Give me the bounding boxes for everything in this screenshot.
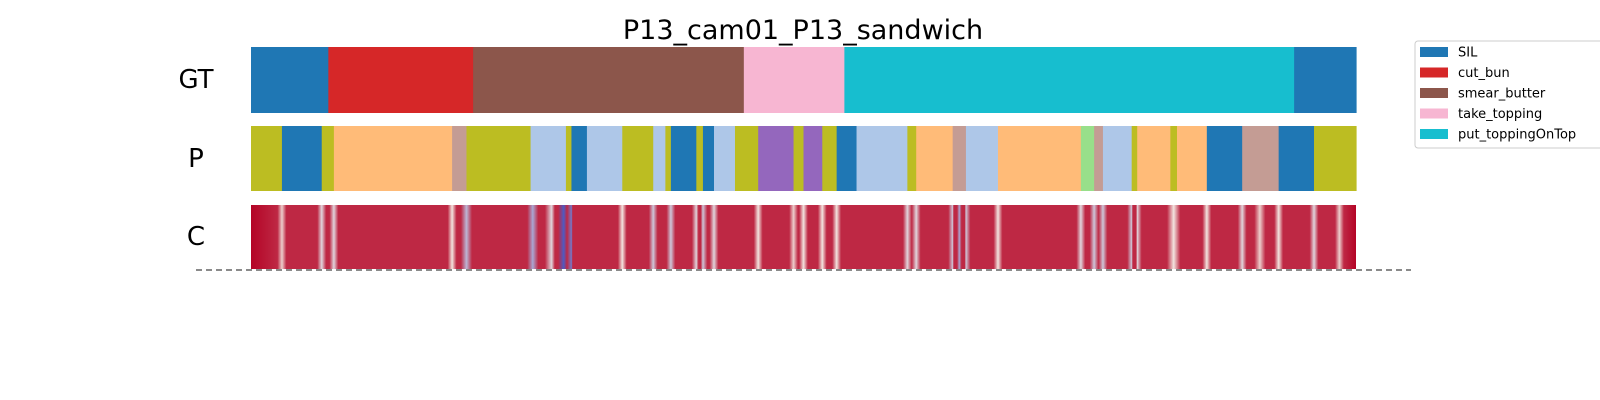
pred-segment-39 <box>1314 126 1357 191</box>
legend-label-4: put_toppingOnTop <box>1458 128 1576 143</box>
pred-segment-35 <box>1176 126 1208 191</box>
row-label-p: P <box>188 144 204 174</box>
legend-label-0: SIL <box>1458 46 1478 61</box>
pred-segment-13 <box>670 126 697 191</box>
pred-segment-0 <box>251 126 283 191</box>
legend-label-1: cut_bun <box>1458 66 1510 81</box>
pred-segment-8 <box>571 126 588 191</box>
legend-label-2: smear_butter <box>1458 87 1546 102</box>
pred-segment-17 <box>734 126 759 191</box>
gt-segment-1 <box>328 47 474 113</box>
pred-segment-19 <box>793 126 805 191</box>
pred-segment-5 <box>466 126 532 191</box>
legend-swatch-4 <box>1420 129 1448 139</box>
pred-segment-16 <box>714 126 736 191</box>
pred-segment-21 <box>822 126 838 191</box>
pred-segment-29 <box>1080 126 1095 191</box>
pred-segment-12 <box>665 126 672 191</box>
pred-segment-25 <box>916 126 954 191</box>
pred-segment-14 <box>696 126 704 191</box>
legend: SIL cut_bun smear_butter take_topping put_to… <box>1414 40 1600 149</box>
pred-segment-24 <box>907 126 917 191</box>
gt-segment-2 <box>473 47 745 113</box>
pred-segment-1 <box>281 126 323 191</box>
pred-segment-31 <box>1102 126 1133 191</box>
pred-segment-2 <box>321 126 335 191</box>
gt-segment-0 <box>251 47 329 113</box>
pred-segment-37 <box>1242 126 1280 191</box>
pred-segment-3 <box>333 126 453 191</box>
pred-segment-11 <box>653 126 666 191</box>
gt-segment-5 <box>1294 47 1357 113</box>
pred-segment-27 <box>965 126 999 191</box>
confidence-row <box>251 205 1356 269</box>
legend-swatch-0 <box>1420 47 1448 57</box>
pred-segment-38 <box>1278 126 1315 191</box>
legend-label-3: take_topping <box>1458 107 1542 122</box>
legend-frame <box>1414 40 1600 149</box>
legend-swatch-3 <box>1420 108 1448 119</box>
pred-segment-34 <box>1170 126 1178 191</box>
chart-title: P13_cam01_P13_sandwich <box>623 15 983 46</box>
gt-segment-3 <box>743 47 845 113</box>
pred-segment-23 <box>856 126 908 191</box>
pred-segment-10 <box>622 126 654 191</box>
gt-row <box>251 47 1357 113</box>
gt-segment-4 <box>844 47 1295 113</box>
row-label-c: C <box>187 222 205 252</box>
pred-segment-30 <box>1094 126 1104 191</box>
pred-segment-18 <box>758 126 795 191</box>
pred-segment-36 <box>1206 126 1243 191</box>
pred-segment-6 <box>530 126 567 191</box>
pred-segment-4 <box>452 126 468 191</box>
row-label-gt: GT <box>178 65 213 95</box>
pred-segment-28 <box>997 126 1082 191</box>
pred-segment-22 <box>836 126 858 191</box>
pred-segment-15 <box>702 126 715 191</box>
legend-swatch-1 <box>1420 67 1448 78</box>
pred-segment-9 <box>586 126 623 191</box>
pred-segment-7 <box>565 126 573 191</box>
pred-segment-33 <box>1137 126 1171 191</box>
pred-segment-26 <box>952 126 967 191</box>
pred-segment-32 <box>1131 126 1138 191</box>
legend-swatch-2 <box>1420 88 1448 98</box>
pred-segment-20 <box>803 126 823 191</box>
prediction-row <box>251 126 1357 191</box>
